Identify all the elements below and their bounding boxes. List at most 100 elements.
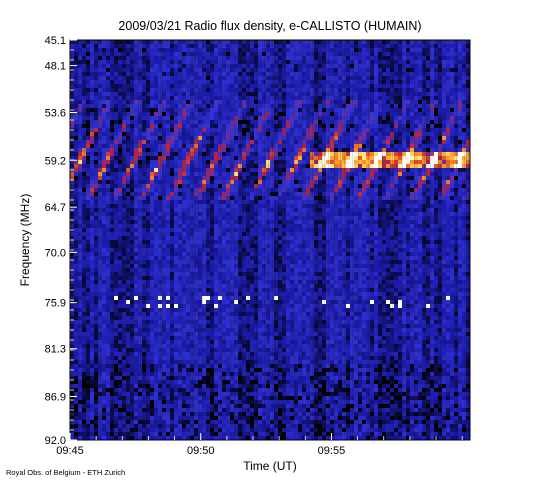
heatmap-cell [86, 284, 91, 289]
heatmap-cell [150, 404, 155, 409]
heatmap-cell [82, 396, 87, 401]
heatmap-cell [138, 100, 143, 105]
heatmap-cell [234, 312, 239, 317]
heatmap-cell [262, 200, 267, 205]
heatmap-cell [154, 348, 159, 353]
heatmap-cell [158, 432, 163, 437]
heatmap-cell [254, 300, 259, 305]
heatmap-cell [218, 56, 223, 61]
heatmap-cell [106, 408, 111, 413]
heatmap-cell [118, 364, 123, 369]
heatmap-cell [82, 288, 87, 293]
heatmap-cell [78, 216, 83, 221]
heatmap-cell [258, 120, 263, 125]
heatmap-cell [262, 100, 267, 105]
heatmap-cell [166, 312, 171, 317]
heatmap-cell [158, 208, 163, 213]
heatmap-cell [82, 428, 87, 433]
heatmap-cell [178, 132, 183, 137]
heatmap-cell [262, 376, 267, 381]
heatmap-cell [78, 340, 83, 345]
heatmap-cell [162, 152, 167, 157]
heatmap-cell [154, 368, 159, 373]
heatmap-cell [190, 392, 195, 397]
heatmap-cell [214, 312, 219, 317]
heatmap-cell [222, 104, 227, 109]
heatmap-cell [118, 148, 123, 153]
heatmap-cell [90, 196, 95, 201]
heatmap-cell [250, 252, 255, 257]
heatmap-cell [186, 432, 191, 437]
heatmap-cell [78, 124, 83, 129]
heatmap-cell [142, 108, 147, 113]
heatmap-cell [142, 376, 147, 381]
heatmap-cell [90, 96, 95, 101]
heatmap-cell [150, 292, 155, 297]
heatmap-cell [218, 128, 223, 133]
heatmap-cell [158, 232, 163, 237]
heatmap-cell [110, 284, 115, 289]
heatmap-cell [122, 68, 127, 73]
heatmap-cell [182, 248, 187, 253]
heatmap-cell [134, 308, 139, 313]
heatmap-cell [218, 160, 223, 165]
heatmap-cell [210, 416, 215, 421]
heatmap-cell [166, 332, 171, 337]
heatmap-cell [194, 44, 199, 49]
heatmap-cell [162, 292, 167, 297]
heatmap-cell [166, 112, 171, 117]
heatmap-cell [246, 260, 251, 265]
heatmap-cell [146, 120, 151, 125]
heatmap-cell [194, 60, 199, 65]
heatmap-cell [194, 260, 199, 265]
heatmap-cell [178, 196, 183, 201]
heatmap-cell [138, 48, 143, 53]
heatmap-cell [166, 96, 171, 101]
heatmap-cell [86, 376, 91, 381]
heatmap-cell [238, 320, 243, 325]
heatmap-cell [82, 148, 87, 153]
heatmap-cell [222, 400, 227, 405]
heatmap-cell [154, 216, 159, 221]
heatmap-cell [126, 344, 131, 349]
heatmap-cell [102, 188, 107, 193]
heatmap-cell [74, 240, 79, 245]
heatmap-cell [130, 56, 135, 61]
heatmap-cell [254, 344, 259, 349]
heatmap-cell [154, 116, 159, 121]
heatmap-cell [190, 380, 195, 385]
heatmap-cell [130, 328, 135, 333]
heatmap-cell [78, 136, 83, 141]
heatmap-cell [230, 92, 235, 97]
heatmap-cell [174, 264, 179, 269]
heatmap-cell [190, 272, 195, 277]
heatmap-cell [258, 276, 263, 281]
heatmap-cell [206, 224, 211, 229]
heatmap-cell [210, 64, 215, 69]
heatmap-cell [142, 264, 147, 269]
heatmap-cell [146, 392, 151, 397]
heatmap-cell [74, 148, 79, 153]
heatmap-cell [98, 412, 103, 417]
heatmap-cell [90, 212, 95, 217]
heatmap-cell [86, 320, 91, 325]
heatmap-cell [166, 288, 171, 293]
heatmap-cell [178, 104, 183, 109]
heatmap-cell [130, 344, 135, 349]
heatmap-cell [146, 432, 151, 437]
heatmap-cell [102, 104, 107, 109]
heatmap-cell [246, 84, 251, 89]
heatmap-cell [254, 244, 259, 249]
heatmap-cell [110, 300, 115, 305]
heatmap-cell [130, 332, 135, 337]
heatmap-cell [94, 388, 99, 393]
heatmap-cell [98, 408, 103, 413]
heatmap-cell [90, 248, 95, 253]
heatmap-cell [146, 140, 151, 145]
heatmap-cell [106, 268, 111, 273]
heatmap-cell [186, 92, 191, 97]
heatmap-cell [78, 196, 83, 201]
heatmap-cell [182, 304, 187, 309]
heatmap-cell [74, 156, 79, 161]
heatmap-cell [202, 116, 207, 121]
